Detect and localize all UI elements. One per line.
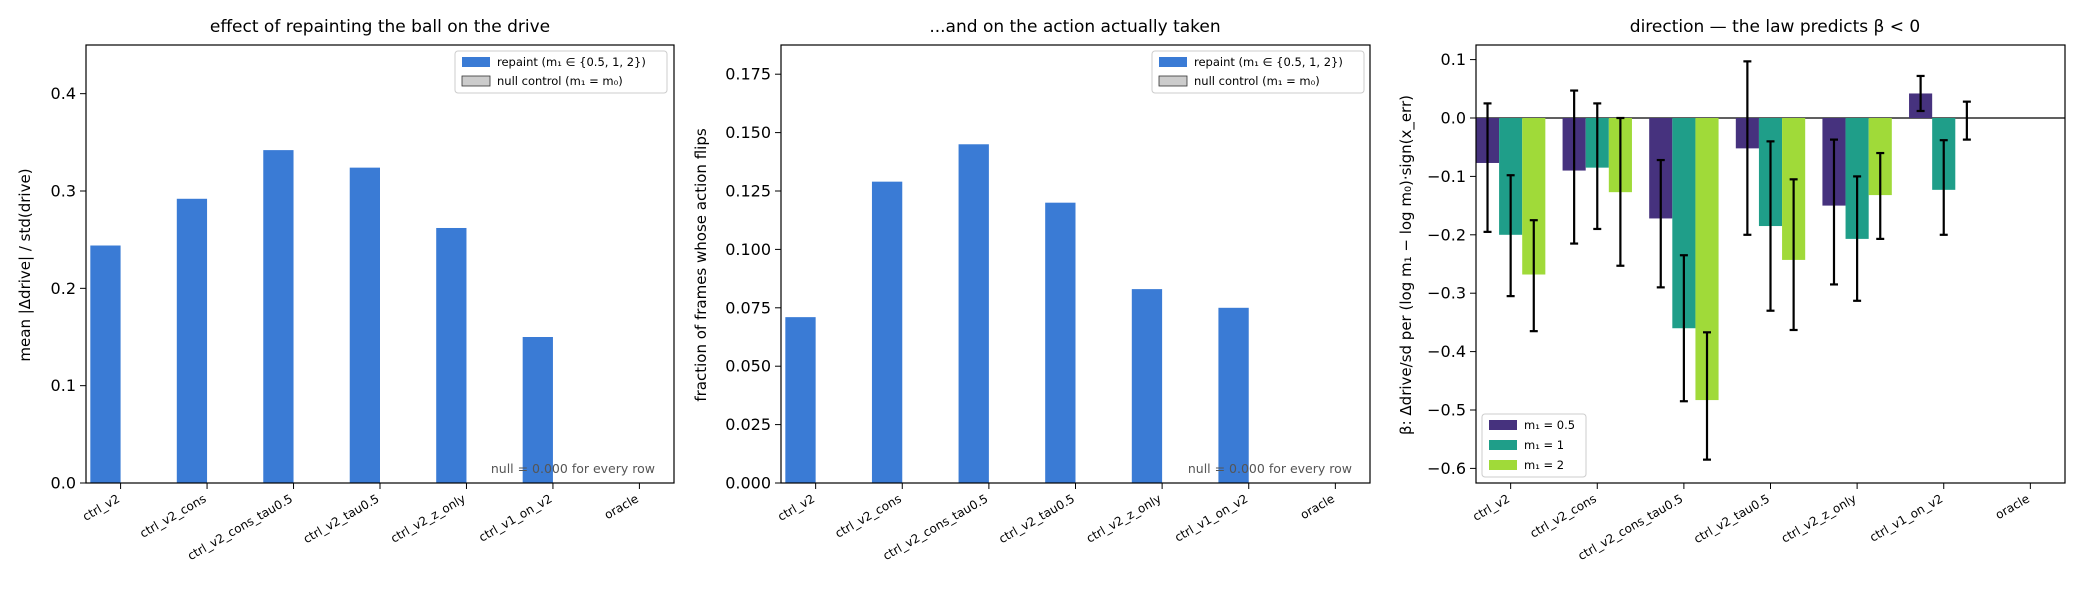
panel-2-frame (780, 44, 1371, 484)
panel-2-legend-swatch-repaint (1159, 57, 1187, 67)
panel-1-bar (263, 150, 294, 483)
panel-2-x-tick-label: ctrl_v2_z_only (1084, 491, 1164, 545)
panel-3-y-tick-label: −0.3 (1427, 284, 1466, 303)
panel-3-y-axis-label: β: Δdrive/sd per (log m₁ − log m₀)·sign(… (1397, 95, 1416, 435)
panel-1-x-tick-label: ctrl_v2_cons (137, 491, 208, 540)
panel-2-title: ...and on the action actually taken (929, 17, 1220, 37)
panel-3-y-tick-label: 0.1 (1441, 50, 1466, 69)
panel-2-x-tick-label: ctrl_v2 (775, 491, 817, 523)
panel-1-bar (522, 337, 553, 483)
panel-1-legend-box (454, 50, 668, 94)
panel-2-y-tick-label: 0.000 (725, 474, 771, 493)
panel-2-legend-label-null: null control (m₁ = m₀) (1194, 74, 1320, 88)
panel-2-y-tick-label: 0.100 (725, 240, 771, 259)
panel-1-legend-swatch-repaint (462, 57, 490, 67)
panel-1-y-tick-label: 0.0 (51, 474, 76, 493)
panel-2-x-tick-label: ctrl_v2_cons (833, 491, 904, 540)
panel-1-bar (90, 245, 121, 483)
panel-1-legend: repaint (m₁ ∈ {0.5, 1, 2}) null control … (454, 50, 668, 94)
panel-3-y-tick-label: −0.6 (1427, 459, 1466, 478)
panel-2-y-tick-label: 0.075 (725, 298, 771, 317)
panel-3-frame (1475, 44, 2066, 484)
panel-3-y-tick-label: 0.0 (1441, 109, 1466, 128)
panel-2-null-note: null = 0.000 for every row (1188, 461, 1352, 476)
panel-2-legend-label-repaint: repaint (m₁ ∈ {0.5, 1, 2}) (1194, 55, 1343, 69)
panel-1-x-tick-label: ctrl_v1_on_v2 (476, 491, 554, 544)
panel-1-null-note: null = 0.000 for every row (491, 461, 655, 476)
panel-1-y-axis-label: mean |Δdrive| / std(drive) (16, 168, 34, 361)
panel-2-bar (1218, 307, 1249, 483)
panel-2-y-tick-label: 0.025 (725, 415, 771, 434)
panel-2-y-tick-label: 0.150 (725, 123, 771, 142)
panel-2-y-ticks: 0.000 0.025 0.050 0.075 0.100 0.125 0.150 0.175 (725, 65, 781, 493)
panel-1-y-tick-label: 0.2 (51, 279, 76, 298)
panel-3-bar (1672, 118, 1696, 329)
panel-3-bar (1522, 118, 1546, 275)
panel-3-legend-swatch-m05 (1489, 420, 1517, 430)
panel-1-x-tick-label: ctrl_v2_tau0.5 (301, 491, 382, 546)
panel-1-title: effect of repainting the ball on the dri… (210, 17, 550, 37)
panel-1-legend-label-null: null control (m₁ = m₀) (497, 74, 623, 88)
panel-2-x-tick-label: ctrl_v2_tau0.5 (996, 491, 1077, 546)
panel-1-legend-label-repaint: repaint (m₁ ∈ {0.5, 1, 2}) (497, 55, 646, 69)
panel-2-bar (871, 181, 903, 483)
panel-3-y-ticks: −0.6 −0.5 −0.4 −0.3 −0.2 −0.1 0.0 0.1 (1427, 50, 1476, 478)
panel-3-x-tick-label: ctrl_v1_on_v2 (1867, 491, 1945, 544)
panel-3-legend-label-m05: m₁ = 0.5 (1524, 418, 1575, 432)
panel-3-y-tick-label: −0.1 (1427, 167, 1466, 186)
panel-2-bar (1045, 202, 1076, 483)
panel-1-x-tick-label: ctrl_v2 (80, 491, 122, 523)
panel-2-bar (785, 317, 816, 483)
panel-3-y-tick-label: −0.2 (1427, 225, 1466, 244)
panel-drive-effect: effect of repainting the ball on the dri… (16, 17, 675, 563)
panel-1-bar (176, 198, 208, 483)
panel-1-bars (90, 150, 553, 483)
panel-1-y-tick-label: 0.4 (51, 84, 76, 103)
panel-2-y-axis-label: fraction of frames whose action flips (692, 128, 710, 402)
panel-2-bar (1131, 289, 1163, 483)
panel-3-x-tick-label: ctrl_v2_cons (1528, 491, 1599, 540)
panel-1-legend-swatch-null (461, 75, 491, 87)
panel-direction: direction — the law predicts β < 0 β: Δd… (1397, 17, 2066, 563)
panel-2-y-tick-label: 0.175 (725, 65, 771, 84)
panel-3-x-tick-label: ctrl_v2_tau0.5 (1691, 491, 1772, 546)
panel-2-x-tick-label: ctrl_v1_on_v2 (1172, 491, 1250, 544)
panel-3-legend-swatch-m1 (1489, 440, 1517, 450)
panel-1-x-tick-label: ctrl_v2_z_only (388, 491, 468, 545)
panel-3-bar (1695, 118, 1719, 401)
panel-1-frame (85, 44, 675, 484)
panel-2-bar (958, 144, 989, 483)
panel-2-legend: repaint (m₁ ∈ {0.5, 1, 2}) null control … (1151, 50, 1365, 94)
panel-3-error-bars (1483, 60, 1971, 461)
panel-1-bar (436, 227, 467, 483)
panel-2-x-tick-label: oracle (1298, 491, 1337, 522)
panel-3-y-tick-label: −0.4 (1427, 342, 1466, 361)
panel-3-x-tick-label: ctrl_v2 (1470, 491, 1512, 523)
panel-3-x-tick-label: ctrl_v2_z_only (1779, 491, 1859, 545)
panel-2-legend-swatch-null (1158, 75, 1188, 87)
panel-1-y-tick-label: 0.3 (51, 182, 76, 201)
panel-1-y-tick-label: 0.1 (51, 376, 76, 395)
panel-3-title: direction — the law predicts β < 0 (1630, 17, 1920, 37)
panel-3-bars (1475, 93, 1956, 401)
panel-3-legend-swatch-m2 (1489, 460, 1517, 470)
panel-2-y-tick-label: 0.125 (725, 182, 771, 201)
panel-3-legend-label-m2: m₁ = 2 (1524, 458, 1564, 472)
panel-3-legend: m₁ = 0.5 m₁ = 1 m₁ = 2 (1481, 413, 1587, 478)
panel-2-bars (785, 144, 1249, 483)
panel-1-x-tick-label: oracle (602, 491, 641, 522)
panel-3-x-tick-label: oracle (1993, 491, 2032, 522)
panel-3-y-tick-label: −0.5 (1427, 401, 1466, 420)
panel-1-y-ticks: 0.0 0.1 0.2 0.3 0.4 (51, 84, 86, 493)
panel-3-legend-label-m1: m₁ = 1 (1524, 438, 1564, 452)
panel-2-y-tick-label: 0.050 (725, 357, 771, 376)
panel-action-flips: ...and on the action actually taken frac… (692, 17, 1371, 563)
panel-2-legend-box (1151, 50, 1365, 94)
panel-1-bar (349, 167, 380, 483)
